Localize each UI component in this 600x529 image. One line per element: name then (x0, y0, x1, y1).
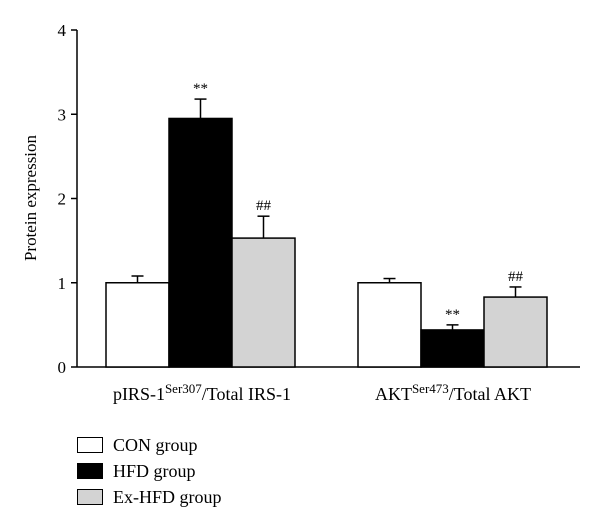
significance-label: ** (193, 81, 208, 97)
significance-label: ## (256, 198, 272, 214)
y-tick-label: 4 (58, 21, 67, 40)
bar-2-2 (420, 329, 485, 368)
y-axis-label: Protein expression (21, 134, 40, 261)
legend: CON group HFD group Ex-HFD group (77, 432, 222, 510)
legend-item-hfd: HFD group (77, 458, 222, 484)
bar-1-1 (105, 282, 170, 368)
bar-chart: Protein expression 0 1 2 3 4 ** ** ## ## pIRS-1… (21, 21, 580, 404)
bars: ** ** ## ## (105, 81, 548, 368)
legend-label-ex-hfd: Ex-HFD group (113, 486, 222, 507)
bar-3-1 (231, 237, 296, 368)
legend-swatch-hfd (77, 463, 103, 479)
legend-label-hfd: HFD group (113, 460, 196, 481)
bar-1-2 (357, 282, 422, 368)
x-group-label-1: pIRS-1Ser307/Total IRS-1 (113, 381, 291, 404)
y-tick-label: 1 (58, 274, 67, 293)
bar-2-1 (168, 117, 233, 368)
legend-label-con: CON group (113, 434, 198, 455)
x-group-label-1-sup: Ser307 (165, 381, 202, 396)
x-group-label-2-suffix: /Total AKT (449, 384, 531, 404)
bar-3-2 (483, 296, 548, 368)
legend-swatch-con (77, 437, 103, 453)
significance-label: ** (445, 307, 460, 323)
y-tick-label: 2 (58, 190, 67, 209)
y-tick-label: 0 (58, 358, 67, 377)
legend-item-ex-hfd: Ex-HFD group (77, 484, 222, 510)
legend-swatch-ex-hfd (77, 489, 103, 505)
x-group-label-2-sup: Ser473 (412, 381, 449, 396)
legend-item-con: CON group (77, 432, 222, 458)
significance-label: ## (508, 269, 524, 285)
x-group-label-1-suffix: /Total IRS-1 (202, 384, 291, 404)
y-ticks: 0 1 2 3 4 (58, 21, 77, 377)
x-group-label-2-main: AKT (375, 384, 412, 404)
x-group-label-1-main: pIRS-1 (113, 384, 165, 404)
x-group-label-2: AKTSer473/Total AKT (375, 381, 531, 404)
y-tick-label: 3 (58, 105, 67, 124)
